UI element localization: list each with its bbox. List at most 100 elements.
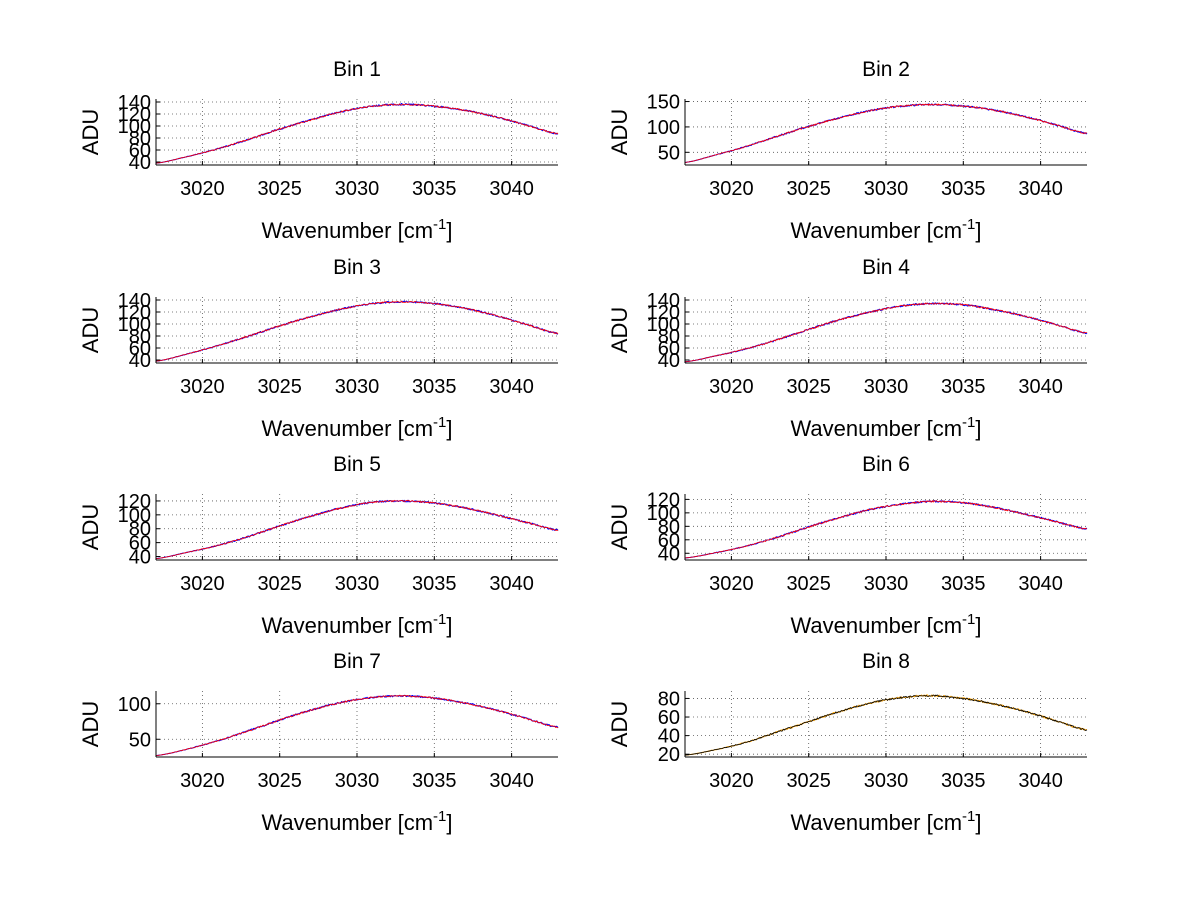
subplot-7: 3020 3025 3030 3035 3040 50 100 Bin 7 ADU Wavenum…	[78, 650, 559, 835]
series-line-2	[155, 694, 559, 756]
x-tick-label: 3025	[257, 178, 302, 200]
y-tick-label: 140	[118, 290, 151, 312]
y-tick-label: 40	[658, 350, 680, 372]
subplot-2: 3020 3025 3030 3035 3040 50 100 150 Bin 2 ADU Wave…	[607, 58, 1088, 243]
y-tick-label: 40	[129, 547, 151, 569]
y-tick-label: 50	[658, 142, 680, 164]
y-tick-label: 80	[129, 519, 151, 541]
x-axis-label-end: ]	[446, 416, 452, 441]
subplot-title: Bin 4	[862, 256, 910, 279]
y-axis-label: ADU	[607, 701, 632, 747]
x-axis-label-end: ]	[975, 810, 981, 835]
x-axis-label-superscript: -1	[433, 611, 446, 628]
x-tick-label: 3040	[1018, 573, 1063, 595]
x-tick-label: 3035	[941, 376, 986, 398]
series-line-2	[155, 103, 559, 164]
x-tick-label: 3020	[180, 573, 225, 595]
x-axis-label: Wavenumber [cm-1]	[790, 611, 981, 638]
x-axis-label-superscript: -1	[433, 414, 446, 431]
x-axis-label: Wavenumber [cm-1]	[261, 216, 452, 243]
x-tick-label: 3040	[489, 178, 534, 200]
x-axis-label-end: ]	[975, 218, 981, 243]
subplot-title: Bin 8	[862, 650, 910, 673]
x-axis-label-text: Wavenumber [cm	[261, 810, 433, 835]
x-axis-label-end: ]	[446, 613, 452, 638]
x-axis-label-text: Wavenumber [cm	[261, 613, 433, 638]
y-tick-label: 100	[118, 116, 151, 138]
x-axis-label-superscript: -1	[433, 808, 446, 825]
subplot-title: Bin 6	[862, 453, 910, 476]
x-axis-label: Wavenumber [cm-1]	[790, 414, 981, 441]
y-tick-label: 150	[647, 92, 680, 114]
x-tick-label: 3035	[941, 178, 986, 200]
y-tick-label: 40	[129, 350, 151, 372]
x-axis-label-superscript: -1	[433, 216, 446, 233]
x-axis-label: Wavenumber [cm-1]	[261, 611, 452, 638]
y-tick-label: 80	[658, 688, 680, 710]
y-tick-label: 80	[658, 326, 680, 348]
x-axis-label-end: ]	[446, 218, 452, 243]
x-tick-label: 3025	[786, 573, 831, 595]
x-axis-label-text: Wavenumber [cm	[790, 416, 962, 441]
y-axis-label: ADU	[78, 504, 103, 550]
series-line-2	[155, 499, 559, 559]
y-tick-label: 40	[658, 726, 680, 748]
x-tick-label: 3020	[180, 178, 225, 200]
y-tick-label: 60	[129, 533, 151, 555]
x-tick-label: 3035	[412, 178, 457, 200]
x-axis-label: Wavenumber [cm-1]	[261, 414, 452, 441]
x-tick-label: 3030	[335, 376, 380, 398]
x-axis-label-superscript: -1	[962, 808, 975, 825]
x-tick-label: 3025	[257, 573, 302, 595]
y-tick-label: 60	[129, 338, 151, 360]
x-tick-label: 3020	[709, 573, 754, 595]
x-tick-label: 3035	[941, 573, 986, 595]
series-line-2	[155, 300, 559, 362]
y-tick-label: 120	[118, 302, 151, 324]
x-tick-label: 3040	[489, 770, 534, 792]
series-line-2	[684, 103, 1088, 163]
y-axis-label: ADU	[78, 701, 103, 747]
x-tick-label: 3020	[709, 376, 754, 398]
x-tick-label: 3020	[709, 770, 754, 792]
y-tick-label: 120	[118, 491, 151, 513]
y-tick-label: 100	[647, 117, 680, 139]
y-tick-label: 60	[658, 338, 680, 360]
x-tick-label: 3040	[489, 376, 534, 398]
x-axis-label-text: Wavenumber [cm	[790, 218, 962, 243]
x-axis-label: Wavenumber [cm-1]	[261, 808, 452, 835]
x-axis-label: Wavenumber [cm-1]	[790, 808, 981, 835]
y-axis-label: ADU	[78, 109, 103, 155]
x-axis-label-end: ]	[975, 416, 981, 441]
x-tick-label: 3040	[1018, 770, 1063, 792]
x-tick-label: 3040	[489, 573, 534, 595]
y-tick-label: 120	[118, 104, 151, 126]
x-tick-label: 3020	[180, 376, 225, 398]
subplot-title: Bin 5	[333, 453, 381, 476]
x-tick-label: 3035	[412, 376, 457, 398]
series-line-2	[685, 694, 1088, 756]
x-axis-label-text: Wavenumber [cm	[790, 613, 962, 638]
x-tick-label: 3030	[864, 573, 909, 595]
series-line-2	[684, 500, 1087, 559]
y-tick-label: 60	[129, 140, 151, 162]
x-tick-label: 3025	[786, 770, 831, 792]
y-axis-label: ADU	[607, 307, 632, 353]
subplot-title: Bin 7	[333, 650, 381, 673]
y-tick-label: 50	[129, 729, 151, 751]
x-axis-label-text: Wavenumber [cm	[261, 218, 433, 243]
x-tick-label: 3025	[786, 376, 831, 398]
x-tick-label: 3030	[864, 376, 909, 398]
x-axis-label-text: Wavenumber [cm	[790, 810, 962, 835]
x-axis-label-end: ]	[446, 810, 452, 835]
y-tick-label: 120	[647, 302, 680, 324]
y-tick-label: 140	[118, 92, 151, 114]
x-tick-label: 3030	[335, 573, 380, 595]
y-tick-label: 40	[658, 543, 680, 565]
x-tick-label: 3040	[1018, 178, 1063, 200]
